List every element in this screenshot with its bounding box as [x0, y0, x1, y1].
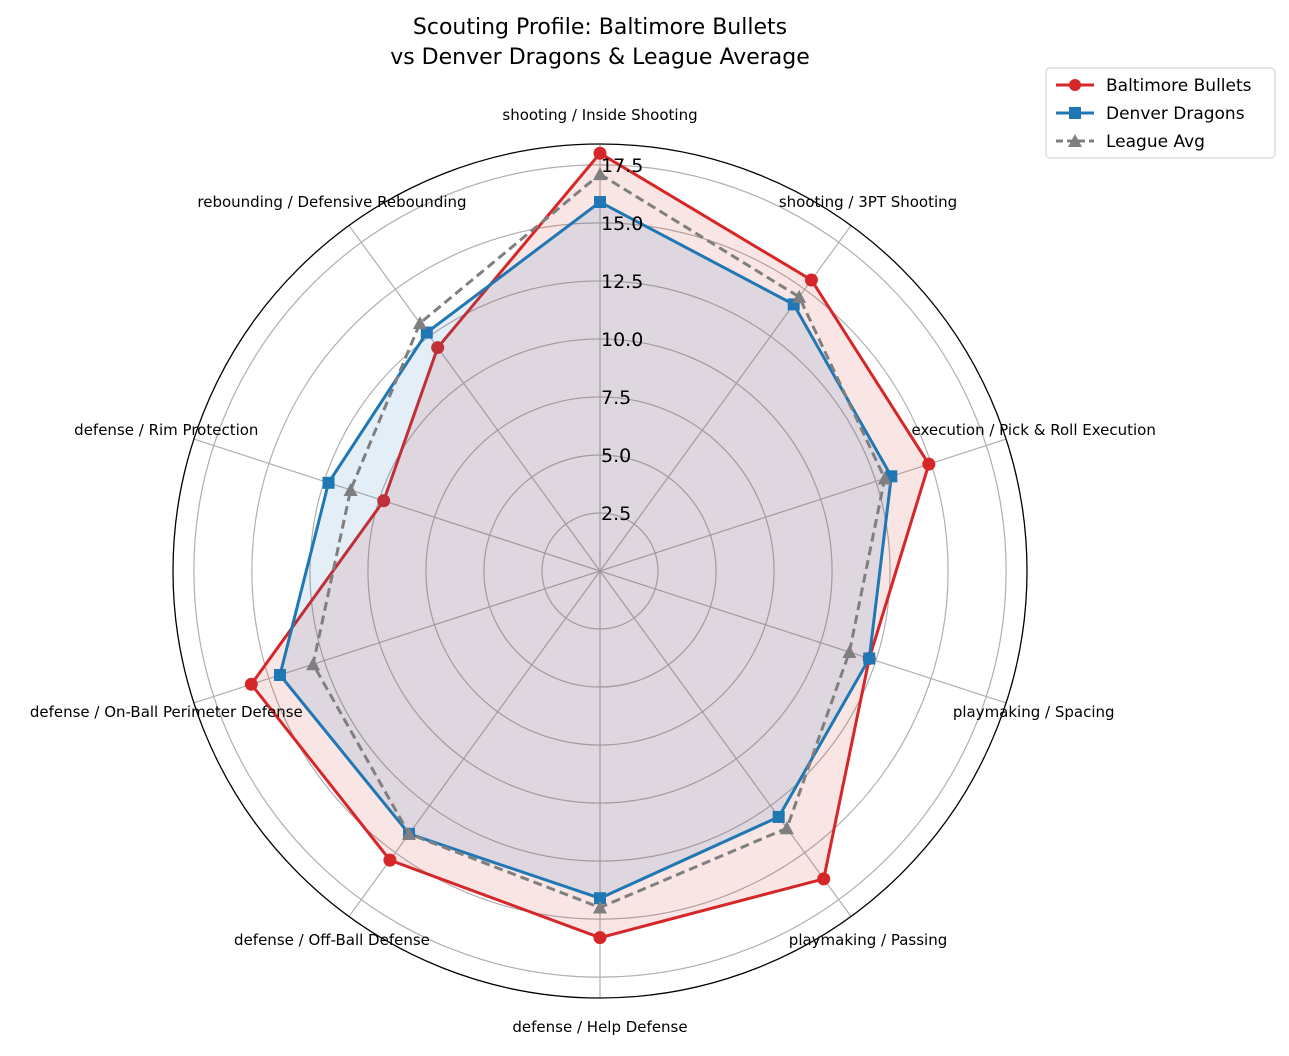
- axis-category-label: defense / On-Ball Perimeter Defense: [30, 703, 303, 721]
- chart-title-line-1: Scouting Profile: Baltimore Bullets: [413, 15, 787, 40]
- data-point: [244, 677, 258, 691]
- series-fill: [279, 202, 892, 899]
- radial-tick-label: 2.5: [601, 503, 631, 525]
- series-fill: [251, 153, 929, 938]
- axis-category-label: shooting / 3PT Shooting: [779, 193, 957, 211]
- data-point: [420, 326, 433, 339]
- axis-category-label: defense / Help Defense: [512, 1018, 687, 1036]
- data-point: [306, 657, 321, 671]
- data-point: [792, 289, 807, 303]
- legend-label: Baltimore Bullets: [1106, 76, 1252, 96]
- grid-spoke: [193, 570, 601, 704]
- data-point: [593, 931, 607, 945]
- data-point: [772, 810, 785, 823]
- legend-label: League Avg: [1106, 132, 1205, 152]
- data-point: [863, 652, 876, 665]
- axis-category-label: defense / Off-Ball Defense: [234, 931, 430, 949]
- axis-category-label: playmaking / Spacing: [953, 703, 1115, 721]
- grid-spoke: [599, 570, 852, 917]
- data-point: [779, 821, 794, 835]
- data-point: [593, 146, 607, 160]
- data-point: [593, 167, 607, 181]
- data-point: [817, 872, 831, 886]
- data-point: [402, 826, 417, 840]
- grid-spoke: [348, 225, 601, 572]
- data-point: [383, 853, 397, 867]
- grid-spoke: [599, 438, 1007, 572]
- chart-title-line-2: vs Denver Dragons & League Average: [390, 45, 810, 70]
- legend-marker: [1069, 107, 1081, 119]
- data-point: [804, 273, 818, 287]
- radial-tick-label: 7.5: [601, 387, 631, 409]
- data-point: [343, 482, 358, 496]
- outer-frame: [172, 143, 1028, 999]
- data-point: [322, 476, 335, 489]
- data-point: [594, 892, 606, 905]
- data-point: [922, 457, 936, 471]
- grid-spoke: [599, 570, 1007, 704]
- data-point: [273, 668, 286, 681]
- legend: Baltimore Bullets Denver Dragons League Av…: [1045, 67, 1276, 159]
- axis-category-label: rebounding / Defensive Rebounding: [197, 193, 466, 211]
- axis-category-label: shooting / Inside Shooting: [502, 106, 697, 124]
- radial-tick-label: 15.0: [601, 213, 643, 235]
- radial-tick-label: 12.5: [601, 271, 643, 293]
- data-point: [431, 341, 445, 355]
- radial-tick-label: 5.0: [601, 445, 631, 467]
- data-point: [412, 316, 427, 330]
- legend-box: [1045, 67, 1276, 159]
- data-point: [594, 196, 606, 209]
- data-point: [842, 645, 857, 659]
- data-point: [877, 471, 892, 485]
- radial-tick-label: 10.0: [601, 329, 643, 351]
- data-point: [377, 494, 391, 508]
- legend-marker: [1068, 134, 1082, 147]
- axis-category-label: defense / Rim Protection: [74, 421, 258, 439]
- data-point: [593, 900, 607, 914]
- radial-tick-label: 17.5: [601, 155, 643, 177]
- axis-category-label: playmaking / Passing: [789, 931, 947, 949]
- legend-marker: [1069, 79, 1081, 91]
- grid-spoke: [193, 438, 601, 572]
- legend-label: Denver Dragons: [1106, 104, 1245, 124]
- axis-category-label: execution / Pick & Roll Execution: [911, 421, 1155, 439]
